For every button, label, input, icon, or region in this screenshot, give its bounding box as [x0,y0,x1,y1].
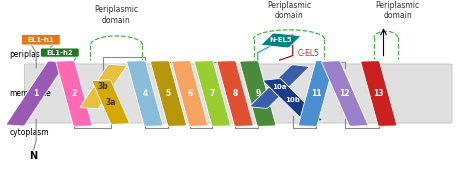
Text: 7: 7 [210,89,215,98]
FancyBboxPatch shape [298,61,335,126]
Text: N: N [29,151,37,161]
FancyBboxPatch shape [194,61,230,126]
Text: N-EL5: N-EL5 [270,38,292,43]
Text: EL1-h1: EL1-h1 [27,37,54,43]
Text: 10a: 10a [273,84,287,90]
FancyBboxPatch shape [80,65,127,109]
FancyBboxPatch shape [361,61,397,126]
Text: periplasm: periplasm [9,50,47,59]
FancyBboxPatch shape [56,61,92,126]
Text: 1: 1 [34,89,39,98]
FancyBboxPatch shape [172,61,208,126]
FancyBboxPatch shape [261,33,301,48]
Text: 5: 5 [166,89,171,98]
Text: N-EL5: N-EL5 [265,38,288,47]
Text: 13: 13 [374,89,384,98]
Text: 8: 8 [232,89,238,98]
FancyBboxPatch shape [240,61,276,126]
FancyBboxPatch shape [321,61,368,126]
FancyBboxPatch shape [6,61,66,126]
FancyBboxPatch shape [263,79,322,122]
FancyBboxPatch shape [21,34,60,45]
Text: 4: 4 [142,89,147,98]
Text: cytoplasm: cytoplasm [9,128,49,137]
FancyBboxPatch shape [92,80,129,124]
FancyBboxPatch shape [24,64,452,123]
Text: C-EL5: C-EL5 [298,49,319,58]
FancyBboxPatch shape [150,61,187,126]
Text: Periplasmic
domain: Periplasmic domain [267,1,311,20]
Text: 12: 12 [339,89,350,98]
Text: 10b: 10b [285,97,300,103]
Text: 3b: 3b [98,82,109,91]
Text: EL1-h2: EL1-h2 [46,50,73,56]
Text: Periplasmic
domain: Periplasmic domain [375,1,420,20]
Text: 3a: 3a [106,98,116,107]
FancyBboxPatch shape [40,48,79,57]
Text: 2: 2 [71,89,77,98]
Text: 11: 11 [311,89,322,98]
FancyBboxPatch shape [250,65,309,108]
Text: membrane: membrane [9,89,51,98]
FancyBboxPatch shape [217,61,253,126]
FancyBboxPatch shape [127,61,163,126]
Text: 6: 6 [187,89,192,98]
Text: 9: 9 [255,89,260,98]
Text: Periplasmic
domain: Periplasmic domain [94,5,138,25]
